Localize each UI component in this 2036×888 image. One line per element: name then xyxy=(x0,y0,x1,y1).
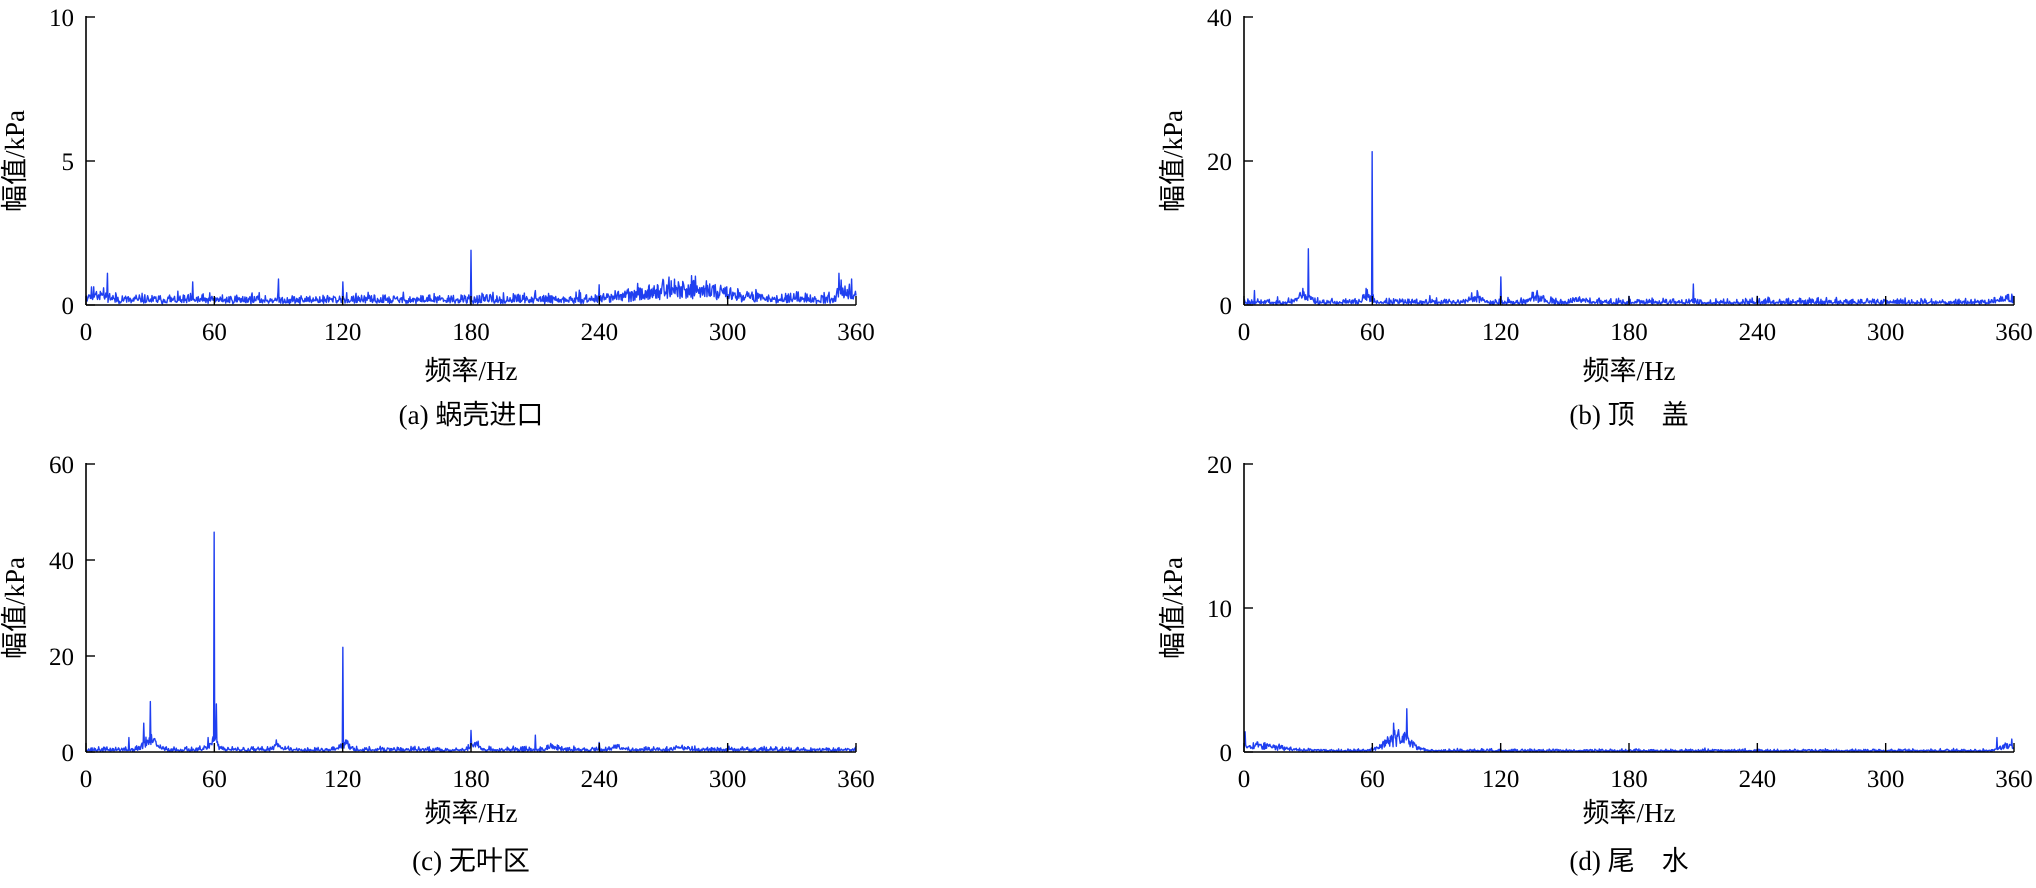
y-tick-label-c: 20 xyxy=(49,644,74,671)
x-tick-label-b: 60 xyxy=(1360,319,1385,346)
y-tick-label-c: 60 xyxy=(49,452,74,479)
x-tick-label-d: 360 xyxy=(1995,766,2033,793)
y-tick-label-b: 20 xyxy=(1207,149,1232,176)
chart-panel-b: 0 60 120 180 240 300 360 0 20 40 频率/Hz 幅值/kPa (b) 顶 … xyxy=(1158,5,2033,430)
x-tick-label-a: 120 xyxy=(324,319,362,346)
x-tick-label-a: 0 xyxy=(80,319,93,346)
y-tick-label-b: 0 xyxy=(1220,293,1233,320)
y-tick-label-c: 0 xyxy=(62,740,75,767)
y-axis-title-a: 幅值/kPa xyxy=(0,110,30,212)
chart-panel-c: 0 60 120 180 240 300 360 0 20 40 60 频率/Hz 幅值/kPa (c) … xyxy=(0,452,875,876)
x-tick-label-b: 180 xyxy=(1610,319,1648,346)
x-axis-title-a: 频率/Hz xyxy=(425,356,518,386)
x-tick-label-c: 120 xyxy=(324,766,362,793)
chart-panel-a: 0 60 120 180 240 300 360 0 5 10 频率/Hz 幅值/kPa (a) 蜗壳进… xyxy=(0,5,875,430)
y-axis-title-b: 幅值/kPa xyxy=(1158,110,1188,212)
y-axis-title-d: 幅值/kPa xyxy=(1158,557,1188,659)
y-tick-label-d: 0 xyxy=(1220,740,1233,767)
y-tick-label-d: 20 xyxy=(1207,452,1232,479)
y-tick-label-d: 10 xyxy=(1207,596,1232,623)
x-axis-title-c: 频率/Hz xyxy=(425,798,518,828)
x-tick-label-d: 180 xyxy=(1610,766,1648,793)
x-tick-label-c: 60 xyxy=(202,766,227,793)
y-axis-title-c: 幅值/kPa xyxy=(0,557,30,659)
y-tick-label-c: 40 xyxy=(49,548,74,575)
y-tick-label-a: 10 xyxy=(49,5,74,32)
x-tick-label-d: 240 xyxy=(1739,766,1777,793)
x-tick-label-b: 300 xyxy=(1867,319,1905,346)
y-tick-label-a: 5 xyxy=(62,149,75,176)
x-tick-label-d: 0 xyxy=(1238,766,1251,793)
x-tick-label-a: 60 xyxy=(202,319,227,346)
y-tick-label-a: 0 xyxy=(62,293,75,320)
panel-caption-c: (c) 无叶区 xyxy=(412,846,530,876)
x-tick-label-a: 360 xyxy=(837,319,875,346)
x-tick-label-d: 60 xyxy=(1360,766,1385,793)
chart-panel-d: 0 60 120 180 240 300 360 0 10 20 频率/Hz 幅值/kPa (d) 尾 … xyxy=(1158,452,2033,876)
x-axis-title-b: 频率/Hz xyxy=(1583,356,1676,386)
x-tick-label-c: 180 xyxy=(452,766,490,793)
x-tick-label-d: 120 xyxy=(1482,766,1520,793)
panel-caption-a: (a) 蜗壳进口 xyxy=(399,400,544,430)
x-tick-label-a: 240 xyxy=(581,319,619,346)
x-tick-label-b: 120 xyxy=(1482,319,1520,346)
x-tick-label-a: 180 xyxy=(452,319,490,346)
x-tick-label-b: 360 xyxy=(1995,319,2033,346)
x-tick-label-b: 0 xyxy=(1238,319,1251,346)
x-tick-label-c: 300 xyxy=(709,766,747,793)
x-tick-label-c: 0 xyxy=(80,766,93,793)
panel-caption-b: (b) 顶 盖 xyxy=(1569,400,1688,430)
x-tick-label-c: 360 xyxy=(837,766,875,793)
x-tick-label-b: 240 xyxy=(1739,319,1777,346)
panel-caption-d: (d) 尾 水 xyxy=(1569,846,1688,876)
y-tick-label-b: 40 xyxy=(1207,5,1232,32)
x-tick-label-c: 240 xyxy=(581,766,619,793)
x-tick-label-d: 300 xyxy=(1867,766,1905,793)
x-axis-title-d: 频率/Hz xyxy=(1583,798,1676,828)
x-tick-label-a: 300 xyxy=(709,319,747,346)
